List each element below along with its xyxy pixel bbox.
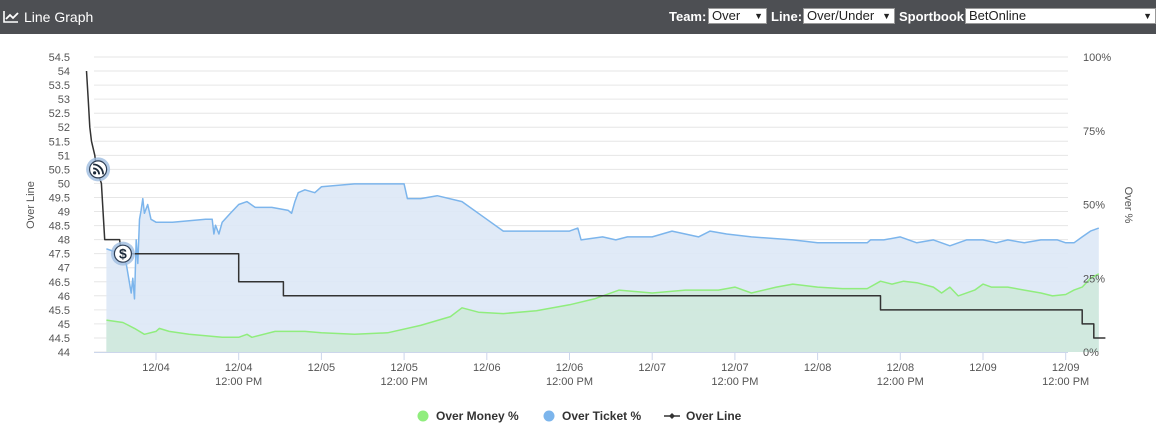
team-label: Team: <box>669 9 707 24</box>
over-line-line <box>85 70 1106 339</box>
x-tick-time: 12:00 PM <box>381 376 428 388</box>
x-tick-date: 12/06 <box>556 362 584 374</box>
x-tick-time: 12:00 PM <box>1042 376 1089 388</box>
y-axis-left-title: Over Line <box>25 181 37 229</box>
y-tick-label-right: 75% <box>1083 126 1105 138</box>
chevron-down-icon: ▼ <box>754 11 763 21</box>
y-tick-label-left: 46.5 <box>49 277 70 289</box>
y-tick-label-left: 53 <box>58 94 70 106</box>
y-tick-label-left: 54.5 <box>49 52 70 64</box>
line-label: Line: <box>771 9 803 24</box>
marker-badge <box>89 160 108 179</box>
y-tick-label-left: 48.5 <box>49 221 70 233</box>
y-tick-label-right: 25% <box>1083 273 1105 285</box>
legend-symbol <box>417 410 429 422</box>
y-tick-label-left: 51.5 <box>49 136 70 148</box>
y-tick-label-left: 49 <box>58 207 70 219</box>
chart-legend[interactable]: Over Money % Over Ticket % Over Line <box>417 409 742 423</box>
y-tick-label-left: 50 <box>58 178 70 190</box>
x-tick-date: 12/07 <box>638 362 666 374</box>
y-tick-label-right: 100% <box>1083 52 1111 64</box>
over-ticket-pct-line <box>106 183 1100 300</box>
event-markers[interactable]: $ <box>86 157 135 266</box>
x-tick-date: 12/06 <box>473 362 501 374</box>
chart-header: Line Graph Team: Over ▼ Line: Over/Under… <box>0 0 1156 34</box>
y-tick-label-right: 0% <box>1083 347 1099 359</box>
y-tick-label-left: 54 <box>58 66 70 78</box>
y-tick-label-left: 52 <box>58 122 70 134</box>
legend-symbol <box>543 410 555 422</box>
x-tick-date: 12/05 <box>390 362 418 374</box>
chevron-down-icon: ▼ <box>1143 11 1152 21</box>
y-axis-left: 44 44.5 45 45.5 46 46.5 47 47.5 48 48.5 49 49.5 50 50… <box>49 52 70 359</box>
dollar-symbol: $ <box>119 246 127 262</box>
y-tick-label-left: 47.5 <box>49 249 70 261</box>
x-tick-date: 12/07 <box>721 362 749 374</box>
y-tick-label-left: 47 <box>58 263 70 275</box>
y-axis-right: 0% 25% 50% 75% 100% <box>1083 52 1111 359</box>
sportsbook-label: Sportbook: <box>899 9 969 24</box>
x-tick-date: 12/08 <box>804 362 832 374</box>
y-tick-label-left: 45 <box>58 319 70 331</box>
y-tick-label-left: 44 <box>58 347 70 359</box>
legend-item-over-line[interactable]: Over Line <box>664 409 742 423</box>
x-tick-date: 12/04 <box>225 362 253 374</box>
legend-diamond <box>669 413 675 419</box>
rss-dot <box>93 171 97 175</box>
legend-item-over-ticket-pct[interactable]: Over Ticket % <box>543 409 642 423</box>
money-marker-icon[interactable]: $ <box>110 241 135 266</box>
y-tick-label-left: 51 <box>58 150 70 162</box>
y-axis-right-title: Over % <box>1122 187 1134 224</box>
rss-arc <box>93 163 105 175</box>
x-tick-time: 12:00 PM <box>711 376 758 388</box>
line-chart: $ 44 44.5 45 45.5 46 46.5 47 47.5 48 48.5 49 49.5 50… <box>25 52 1134 423</box>
y-tick-label-left: 46 <box>58 291 70 303</box>
news-marker-icon[interactable] <box>86 157 111 182</box>
x-tick-time: 12:00 PM <box>877 376 924 388</box>
team-select[interactable]: Over ▼ <box>708 8 767 24</box>
y-tick-label-left: 44.5 <box>49 333 70 345</box>
x-tick-date: 12/09 <box>969 362 997 374</box>
legend-item-over-money-pct[interactable]: Over Money % <box>417 409 520 423</box>
over-money-pct-line <box>106 273 1100 339</box>
y-tick-label-right: 50% <box>1083 200 1105 212</box>
y-tick-label-left: 53.5 <box>49 80 70 92</box>
x-tick-date: 12/04 <box>142 362 170 374</box>
y-tick-label-left: 49.5 <box>49 192 70 204</box>
marker-badge <box>113 244 133 263</box>
y-tick-label-left: 52.5 <box>49 108 70 120</box>
y-tick-label-left: 45.5 <box>49 305 70 317</box>
legend-label: Over Line <box>686 409 742 423</box>
x-tick-date: 12/08 <box>887 362 915 374</box>
x-tick-time: 12:00 PM <box>215 376 262 388</box>
x-axis: 12/04 12/04 12:00 PM 12/05 12/05 12:00 PM 12/0… <box>94 352 1089 388</box>
y-tick-label-left: 50.5 <box>49 164 70 176</box>
chevron-down-icon: ▼ <box>882 11 891 21</box>
legend-label: Over Money % <box>436 409 519 423</box>
series-areas <box>106 183 1099 352</box>
series-lines <box>85 70 1106 339</box>
line-select[interactable]: Over/Under ▼ <box>803 8 895 24</box>
x-tick-date: 12/05 <box>308 362 336 374</box>
rss-arc <box>92 167 101 175</box>
x-tick-date: 12/09 <box>1052 362 1080 374</box>
legend-label: Over Ticket % <box>562 409 641 423</box>
sportsbook-select[interactable]: BetOnline ▼ <box>965 8 1156 24</box>
y-tick-label-left: 48 <box>58 235 70 247</box>
x-tick-time: 12:00 PM <box>546 376 593 388</box>
line-chart-icon <box>3 11 19 23</box>
over-money-pct-area <box>106 273 1099 352</box>
chart-title: Line Graph <box>24 9 94 25</box>
